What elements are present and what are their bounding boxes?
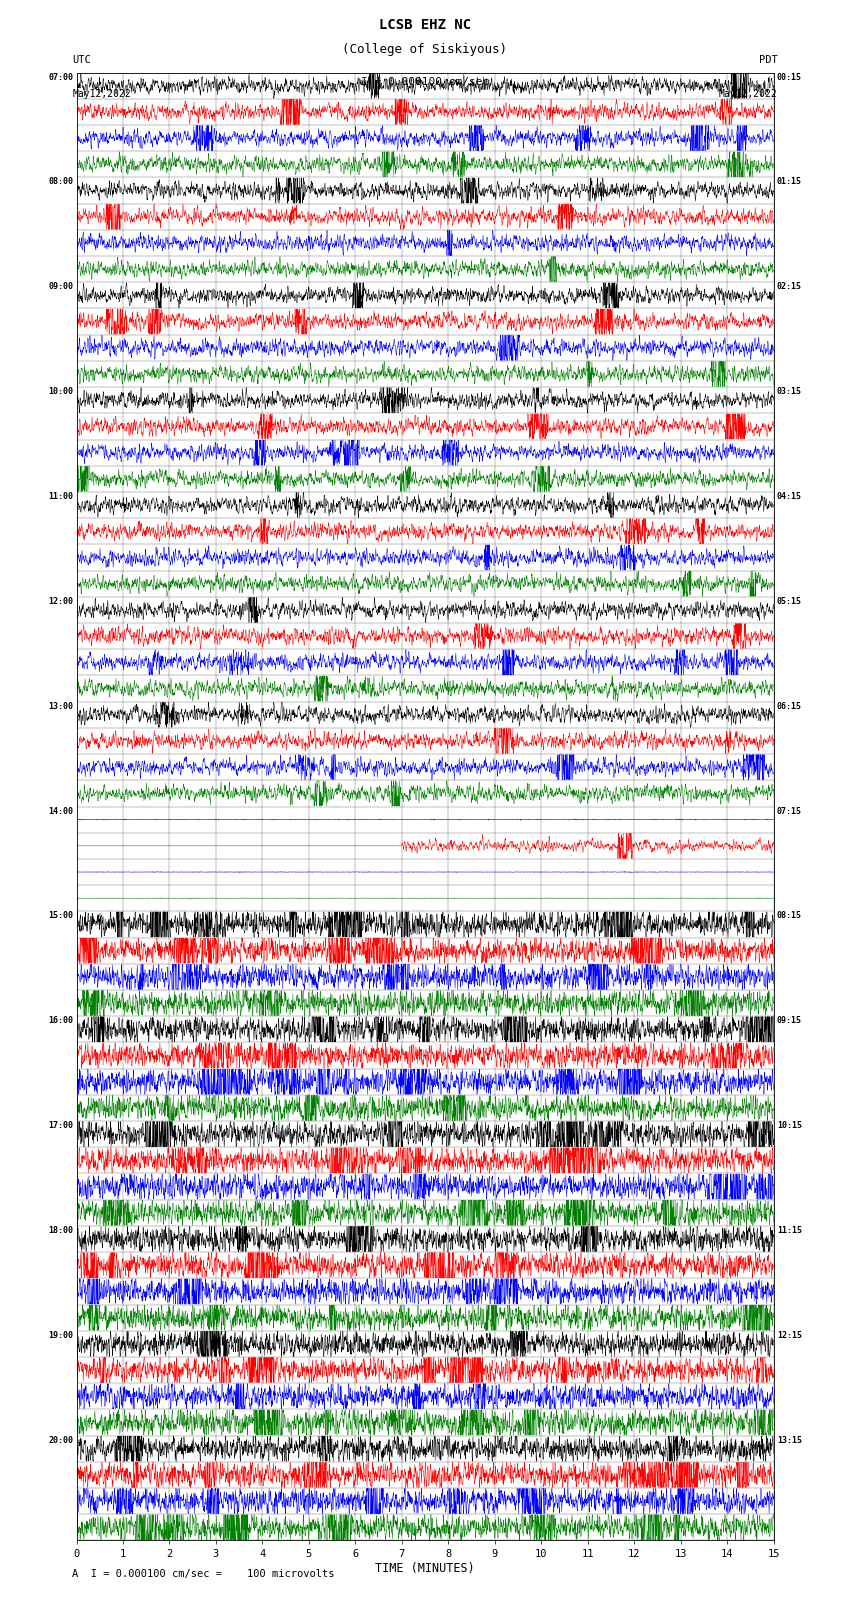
Text: 15:00: 15:00 [48,911,73,921]
Text: 08:00: 08:00 [48,177,73,187]
Text: 14:00: 14:00 [48,806,73,816]
Text: 10:15: 10:15 [777,1121,802,1131]
Text: 20:00: 20:00 [48,1436,73,1445]
Text: (College of Siskiyous): (College of Siskiyous) [343,44,507,56]
Text: 08:15: 08:15 [777,911,802,921]
Text: A  I = 0.000100 cm/sec =    100 microvolts: A I = 0.000100 cm/sec = 100 microvolts [72,1569,335,1579]
Text: 17:00: 17:00 [48,1121,73,1131]
Text: 19:00: 19:00 [48,1331,73,1340]
Text: I = 0.000100 cm/sec: I = 0.000100 cm/sec [361,77,489,87]
Text: 02:15: 02:15 [777,282,802,292]
Text: 12:00: 12:00 [48,597,73,606]
Text: 11:00: 11:00 [48,492,73,502]
Text: 07:15: 07:15 [777,806,802,816]
Text: UTC: UTC [72,55,91,65]
Text: 07:00: 07:00 [48,73,73,82]
Text: 13:00: 13:00 [48,702,73,711]
Text: 03:15: 03:15 [777,387,802,397]
Text: 10:00: 10:00 [48,387,73,397]
Text: 13:15: 13:15 [777,1436,802,1445]
Text: 04:15: 04:15 [777,492,802,502]
Text: 12:15: 12:15 [777,1331,802,1340]
Text: 01:15: 01:15 [777,177,802,187]
Text: May12,2022: May12,2022 [719,89,778,98]
Text: 00:15: 00:15 [777,73,802,82]
Text: 11:15: 11:15 [777,1226,802,1236]
Text: 16:00: 16:00 [48,1016,73,1026]
Text: May12,2022: May12,2022 [72,89,131,98]
Text: 09:00: 09:00 [48,282,73,292]
Text: LCSB EHZ NC: LCSB EHZ NC [379,18,471,32]
Text: 06:15: 06:15 [777,702,802,711]
Text: 05:15: 05:15 [777,597,802,606]
Text: PDT: PDT [759,55,778,65]
Text: 18:00: 18:00 [48,1226,73,1236]
Text: 09:15: 09:15 [777,1016,802,1026]
X-axis label: TIME (MINUTES): TIME (MINUTES) [375,1563,475,1576]
